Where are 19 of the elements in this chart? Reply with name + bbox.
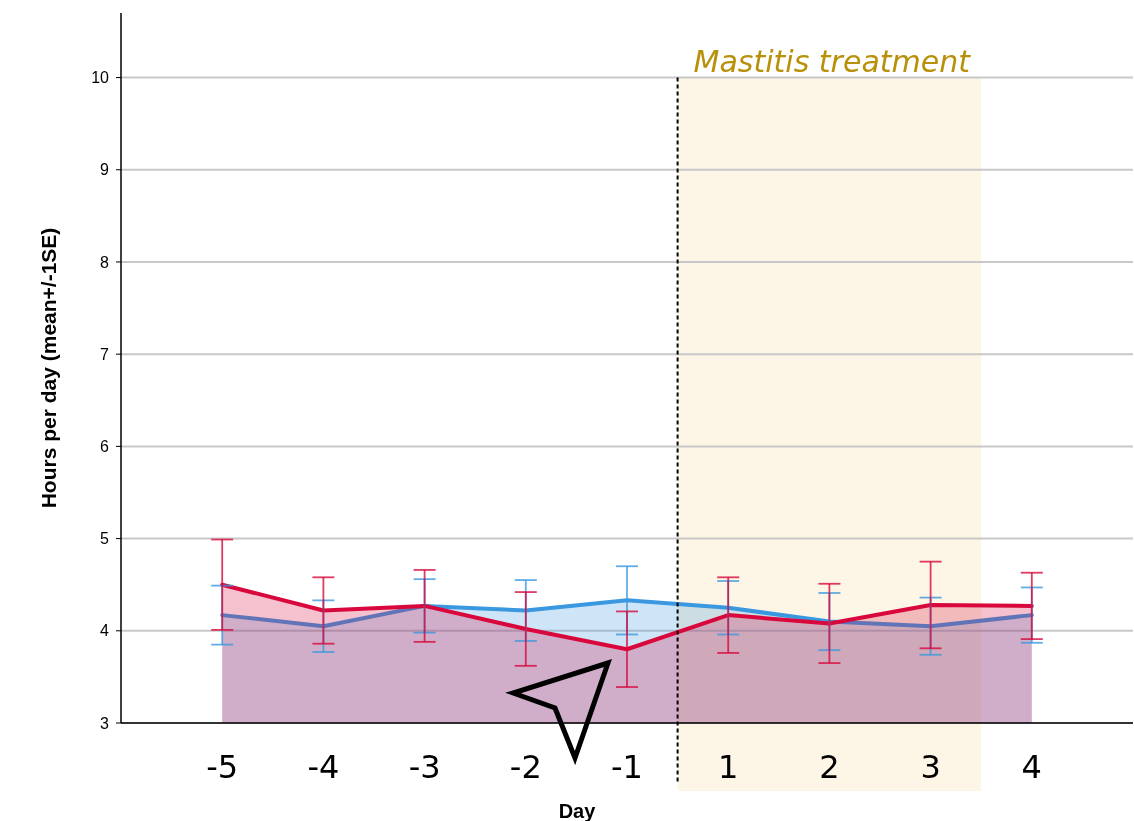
x-tick-label: -2 <box>509 748 542 786</box>
y-tick-label: 4 <box>100 622 110 640</box>
y-tick-label: 10 <box>91 69 110 87</box>
x-tick-label: -5 <box>206 748 239 786</box>
x-tick-label: 4 <box>1021 748 1042 786</box>
y-axis-title: Hours per day (mean+/-1SE) <box>37 227 60 509</box>
band-label: Mastitis treatment <box>693 43 972 79</box>
x-tick-label: -3 <box>408 748 441 786</box>
x-tick-label: 3 <box>920 748 941 786</box>
y-tick-label: 8 <box>100 253 110 271</box>
x-tick-label: 1 <box>718 748 739 786</box>
x-tick-label: -1 <box>611 748 643 786</box>
y-tick-label: 5 <box>100 530 110 548</box>
x-tick-label: 2 <box>819 748 840 786</box>
y-tick-label: 7 <box>100 345 110 363</box>
y-tick-label: 3 <box>100 714 110 732</box>
x-tick-label: -4 <box>307 748 340 786</box>
y-tick-label: 6 <box>100 437 110 455</box>
y-tick-label: 9 <box>100 161 110 179</box>
